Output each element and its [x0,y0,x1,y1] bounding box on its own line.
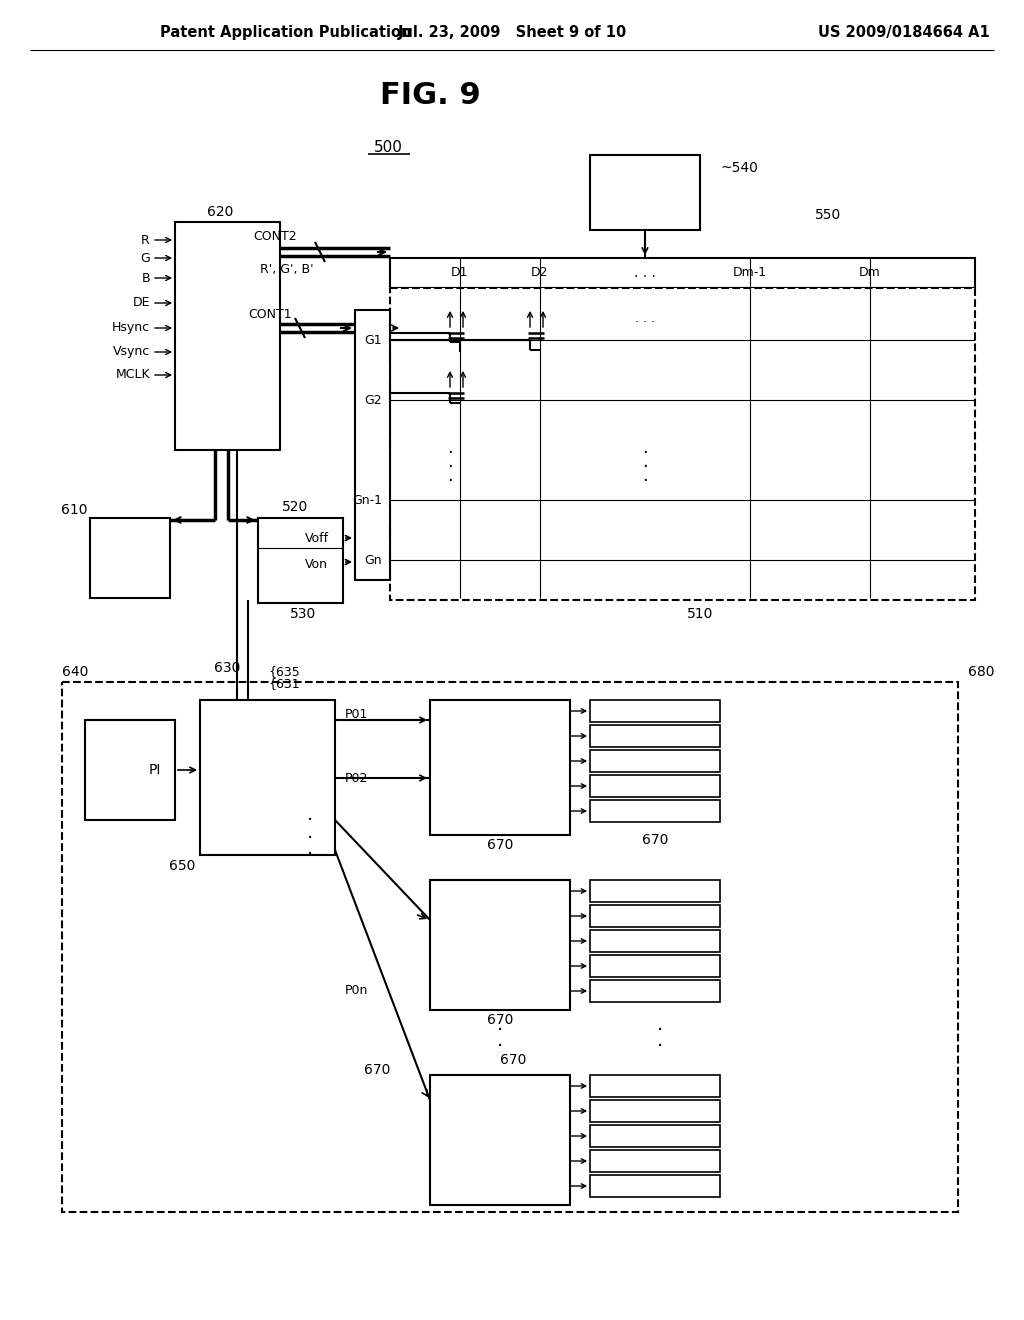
Text: Von: Von [305,558,328,572]
Text: P02: P02 [345,771,369,784]
Text: 670: 670 [642,833,669,847]
Bar [590,700,720,722]
Text: D2: D2 [531,267,549,280]
Text: D1: D1 [452,267,469,280]
Text: .: . [642,440,648,457]
Bar [390,288,975,601]
Text: CONT2: CONT2 [253,231,297,243]
Bar [590,1150,720,1172]
Text: Dm-1: Dm-1 [733,267,767,280]
Bar [62,682,958,1212]
Text: Jul. 23, 2009   Sheet 9 of 10: Jul. 23, 2009 Sheet 9 of 10 [397,25,627,41]
Text: .: . [447,453,453,471]
Text: 520: 520 [282,500,308,513]
Text: B: B [141,272,150,285]
Text: 640: 640 [62,665,88,678]
Text: 510: 510 [687,607,713,620]
Text: .: . [642,453,648,471]
Bar [430,700,570,836]
Text: .: . [642,467,648,484]
Text: . . .: . . . [634,267,656,280]
Bar [590,1074,720,1097]
Text: .: . [447,440,453,457]
Bar [590,931,720,952]
Text: .: . [656,1015,664,1035]
Bar [430,1074,570,1205]
Text: Gn: Gn [365,553,382,566]
Bar [90,517,170,598]
Text: Patent Application Publication: Patent Application Publication [160,25,412,41]
Bar [590,800,720,822]
Text: PI: PI [148,763,161,777]
Bar [590,1100,720,1122]
Text: DE: DE [132,297,150,309]
Text: Hsync: Hsync [112,322,150,334]
Text: .: . [497,1015,503,1035]
Bar [85,719,175,820]
Bar [590,979,720,1002]
Text: G1: G1 [365,334,382,346]
Text: P0n: P0n [345,983,369,997]
Text: 670: 670 [486,1012,513,1027]
Text: 650: 650 [169,859,195,873]
Bar [590,1125,720,1147]
Text: G: G [140,252,150,264]
Text: Gn-1: Gn-1 [352,494,382,507]
Text: 670: 670 [500,1053,526,1067]
Bar [590,750,720,772]
Text: FIG. 9: FIG. 9 [380,81,480,110]
Text: 530: 530 [290,607,316,620]
Text: 550: 550 [815,209,842,222]
Text: MCLK: MCLK [116,368,150,381]
Bar [355,310,390,579]
Text: {631: {631 [268,677,300,690]
Text: ~540: ~540 [720,161,758,176]
Bar [430,880,570,1010]
Text: .: . [497,1031,503,1049]
Text: P01: P01 [345,709,369,722]
Bar [590,1175,720,1197]
Text: .: . [307,840,313,858]
Text: 500: 500 [374,140,402,156]
Text: 670: 670 [364,1063,390,1077]
Text: R', G', B': R', G', B' [260,264,313,276]
Text: .: . [447,467,453,484]
Bar [590,880,720,902]
Text: .: . [307,822,313,842]
Bar [200,700,335,855]
Bar [590,954,720,977]
Text: .: . [307,805,313,825]
Bar [390,257,975,288]
Text: Vsync: Vsync [113,346,150,359]
Bar [175,222,280,450]
Bar [590,725,720,747]
Text: G2: G2 [365,393,382,407]
Text: 630: 630 [214,661,240,675]
Text: Dm: Dm [859,267,881,280]
Text: . . .: . . . [635,312,655,325]
Bar [258,517,343,603]
Text: 680: 680 [968,665,994,678]
Text: .: . [656,1031,664,1049]
Text: 610: 610 [61,503,88,517]
Bar [590,775,720,797]
Bar [590,154,700,230]
Text: {635: {635 [268,665,300,678]
Text: 620: 620 [207,205,233,219]
Text: Voff: Voff [305,532,329,544]
Text: R: R [141,234,150,247]
Text: CONT1: CONT1 [248,309,292,322]
Bar [590,906,720,927]
Text: US 2009/0184664 A1: US 2009/0184664 A1 [818,25,990,41]
Text: 670: 670 [486,838,513,851]
